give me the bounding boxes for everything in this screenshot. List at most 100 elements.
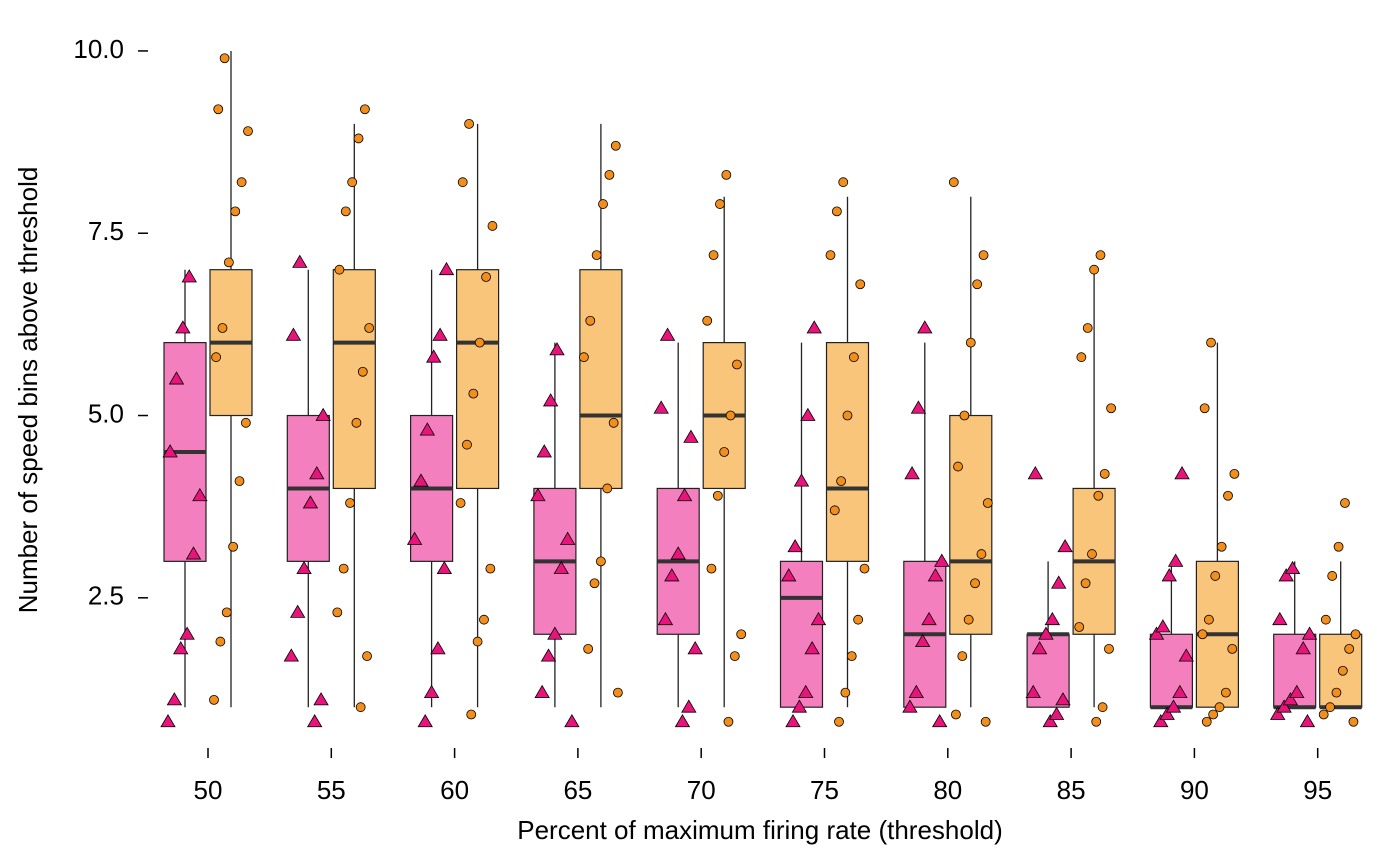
point bbox=[683, 429, 699, 443]
point bbox=[965, 337, 976, 348]
point bbox=[243, 126, 253, 137]
point bbox=[732, 359, 742, 370]
point bbox=[1027, 466, 1044, 480]
point bbox=[804, 641, 820, 655]
point bbox=[1172, 684, 1188, 699]
point bbox=[798, 684, 814, 699]
point bbox=[209, 694, 219, 705]
point bbox=[1076, 352, 1087, 363]
point bbox=[1025, 684, 1041, 699]
point bbox=[234, 476, 245, 487]
point bbox=[725, 410, 736, 421]
point bbox=[334, 264, 345, 275]
point bbox=[904, 466, 920, 480]
point bbox=[846, 651, 857, 662]
point bbox=[948, 177, 959, 188]
point bbox=[1048, 706, 1065, 720]
y-tick-label: 10.0 bbox=[73, 34, 124, 64]
point bbox=[547, 626, 563, 640]
point bbox=[848, 352, 859, 363]
point bbox=[1278, 568, 1294, 582]
point bbox=[1091, 716, 1102, 727]
point bbox=[585, 315, 596, 326]
point bbox=[1197, 629, 1208, 640]
point bbox=[1038, 626, 1054, 640]
box bbox=[332, 269, 376, 490]
point bbox=[1074, 622, 1085, 632]
point bbox=[211, 352, 222, 363]
point bbox=[1276, 699, 1292, 713]
point bbox=[481, 272, 492, 282]
point bbox=[1161, 568, 1177, 582]
point bbox=[963, 614, 974, 625]
point bbox=[1174, 466, 1190, 480]
point bbox=[228, 541, 239, 552]
point bbox=[221, 607, 232, 618]
point bbox=[564, 713, 580, 728]
point bbox=[1206, 337, 1216, 348]
point bbox=[708, 250, 719, 261]
x-tick-label: 90 bbox=[1180, 775, 1209, 805]
point bbox=[976, 549, 987, 559]
point bbox=[351, 417, 362, 428]
point bbox=[853, 614, 864, 625]
point bbox=[676, 487, 693, 502]
y-tick-label: 7.5 bbox=[88, 216, 124, 246]
point bbox=[604, 169, 615, 180]
x-tick-label: 65 bbox=[563, 775, 592, 805]
point bbox=[706, 563, 717, 574]
point bbox=[219, 53, 230, 64]
y-tick-label: 5.0 bbox=[88, 398, 124, 428]
point bbox=[613, 687, 623, 698]
point bbox=[1299, 713, 1316, 728]
point bbox=[859, 563, 870, 574]
point bbox=[653, 400, 669, 414]
point bbox=[825, 250, 836, 261]
point bbox=[836, 476, 847, 487]
point bbox=[419, 422, 436, 436]
point bbox=[487, 221, 498, 231]
point bbox=[1272, 611, 1288, 626]
point bbox=[236, 177, 247, 188]
point bbox=[485, 563, 496, 574]
point bbox=[829, 505, 840, 516]
point bbox=[1093, 490, 1104, 501]
point bbox=[217, 323, 228, 333]
point bbox=[1082, 323, 1093, 333]
point bbox=[1080, 578, 1091, 589]
point bbox=[1095, 250, 1106, 261]
point bbox=[1282, 692, 1299, 706]
x-tick-label: 70 bbox=[687, 775, 716, 805]
point bbox=[540, 648, 557, 662]
point bbox=[289, 604, 306, 618]
point bbox=[602, 483, 613, 494]
point bbox=[474, 337, 485, 348]
point bbox=[1289, 684, 1305, 699]
point bbox=[1295, 641, 1311, 655]
point bbox=[736, 629, 747, 640]
point bbox=[1331, 687, 1342, 698]
point bbox=[223, 257, 234, 268]
point bbox=[168, 371, 185, 385]
point bbox=[1333, 541, 1344, 552]
point bbox=[175, 320, 191, 334]
point bbox=[1089, 264, 1099, 275]
point bbox=[664, 568, 680, 582]
point bbox=[466, 709, 477, 720]
point bbox=[674, 713, 691, 728]
point bbox=[917, 320, 933, 334]
point bbox=[160, 713, 176, 728]
point bbox=[670, 546, 686, 560]
point bbox=[608, 417, 619, 428]
point bbox=[934, 553, 950, 567]
point bbox=[831, 206, 842, 217]
x-tick-label: 55 bbox=[317, 775, 346, 805]
point bbox=[1031, 641, 1048, 655]
point bbox=[173, 641, 189, 655]
point bbox=[729, 651, 740, 662]
point bbox=[1153, 713, 1169, 728]
point bbox=[1318, 709, 1329, 720]
point bbox=[536, 444, 552, 458]
point bbox=[215, 636, 226, 647]
y-tick-label: 2.5 bbox=[88, 581, 124, 611]
